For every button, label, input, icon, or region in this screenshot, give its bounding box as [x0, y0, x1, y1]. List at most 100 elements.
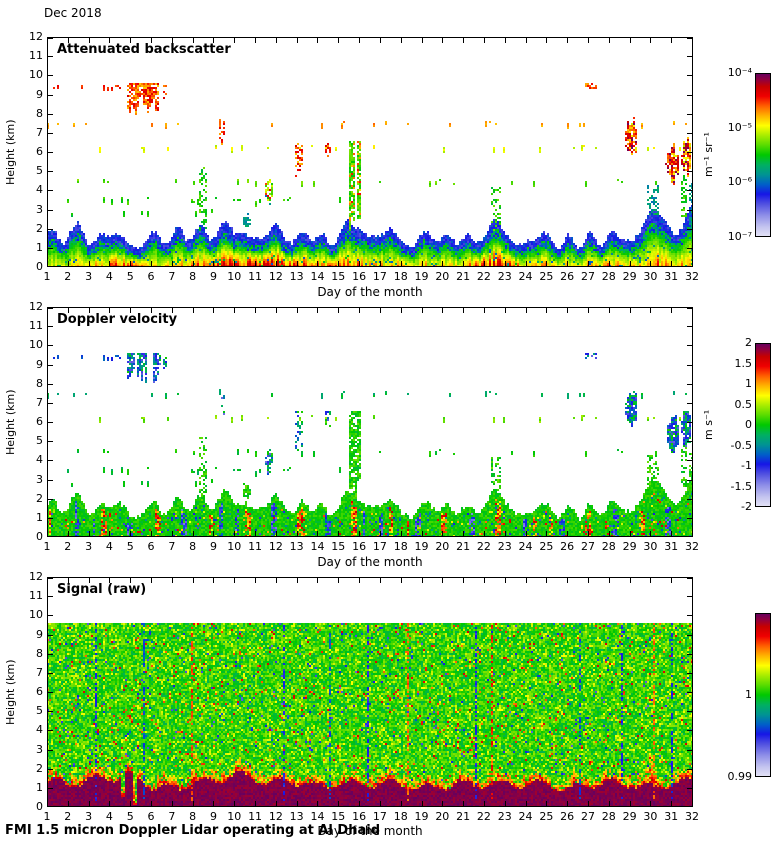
- y-tick-label: 5: [36, 164, 43, 178]
- y-tick-label: 10: [29, 608, 43, 622]
- y-tick-label: 0: [36, 260, 43, 273]
- velocity-heatmap: [47, 307, 693, 537]
- y-tick-label: 12: [29, 300, 43, 313]
- x-tick-label: 27: [580, 540, 595, 553]
- y-tick-label: 11: [29, 49, 43, 63]
- x-tick-label: 18: [393, 270, 408, 283]
- y-tick-label: 0: [36, 800, 43, 813]
- x-tick-label: 21: [456, 540, 471, 553]
- x-tick-label: 29: [622, 540, 637, 553]
- x-tick-label: 22: [476, 540, 491, 553]
- panel-title-backscatter: Attenuated backscatter: [57, 42, 231, 57]
- x-tick-label: 25: [539, 810, 554, 823]
- colorbar-tick-label: 0.99: [727, 770, 753, 783]
- x-tick-label: 9: [209, 270, 217, 283]
- x-tick-label: 25: [539, 540, 554, 553]
- x-tick-label: 7: [168, 270, 176, 283]
- figure-footer: FMI 1.5 micron Doppler Lidar operating a…: [5, 823, 380, 838]
- y-tick-label: 3: [36, 742, 43, 756]
- x-tick-label: 18: [393, 810, 408, 823]
- x-tick-label: 26: [560, 810, 575, 823]
- y-tick-label: 5: [36, 434, 43, 448]
- x-tick-label: 5: [126, 270, 134, 283]
- y-tick-label: 12: [29, 570, 43, 583]
- x-tick-label: 32: [685, 270, 699, 283]
- y-tick-label: 7: [36, 395, 43, 409]
- x-tick-label: 23: [497, 540, 512, 553]
- y-tick-label: 3: [36, 202, 43, 216]
- y-tick-label: 2: [36, 221, 43, 235]
- y-tick-label: 3: [36, 472, 43, 486]
- colorbar-tick-label: 1.5: [734, 356, 753, 370]
- x-tick-label: 28: [601, 540, 616, 553]
- x-tick-label: 31: [664, 540, 679, 553]
- x-tick-label: 6: [147, 270, 155, 283]
- x-tick-label: 5: [126, 810, 134, 823]
- y-tick-label: 4: [36, 453, 43, 467]
- x-tick-label: 26: [560, 540, 575, 553]
- x-tick-label: 4: [105, 270, 113, 283]
- x-tick-label: 12: [268, 540, 283, 553]
- x-tick-label: 10: [227, 810, 242, 823]
- x-tick-label: 15: [331, 810, 346, 823]
- colorbar-tick-label: 10⁻⁴: [727, 66, 752, 79]
- x-tick-label: 13: [289, 540, 304, 553]
- colorbar-tick-label: 10⁻⁶: [727, 175, 752, 189]
- x-tick-label: 32: [685, 810, 699, 823]
- x-tick-label: 29: [622, 810, 637, 823]
- x-tick-label: 20: [435, 810, 450, 823]
- x-tick-label: 7: [168, 810, 176, 823]
- x-tick-label: 18: [393, 540, 408, 553]
- x-tick-label: 30: [643, 810, 658, 823]
- y-tick-label: 6: [36, 145, 43, 158]
- backscatter-heatmap: [47, 37, 693, 267]
- x-tick-label: 1: [43, 270, 51, 283]
- x-tick-label: 16: [352, 270, 367, 283]
- y-tick-label: 8: [36, 376, 43, 390]
- x-tick-label: 8: [189, 810, 197, 823]
- colorbar-tick-label: 1: [745, 377, 752, 390]
- x-tick-label: 17: [372, 540, 387, 553]
- y-tick-label: 7: [36, 125, 43, 139]
- y-tick-label: 8: [36, 646, 43, 660]
- y-tick-label: 10: [29, 338, 43, 352]
- x-tick-label: 3: [85, 270, 93, 283]
- panel-title-signal: Signal (raw): [57, 582, 147, 597]
- x-tick-label: 14: [310, 270, 325, 283]
- x-tick-label: 31: [664, 270, 679, 283]
- x-tick-label: 13: [289, 270, 304, 283]
- x-tick-label: 14: [310, 540, 325, 553]
- y-tick-label: 11: [29, 589, 43, 603]
- x-tick-label: 23: [497, 270, 512, 283]
- y-tick-label: 8: [36, 106, 43, 120]
- x-tick-label: 24: [518, 810, 533, 823]
- x-tick-label: 32: [685, 540, 699, 553]
- y-tick-label: 10: [29, 68, 43, 82]
- x-tick-label: 26: [560, 270, 575, 283]
- x-axis-label-velocity: Day of the month: [317, 555, 423, 569]
- figure-title: Dec 2018: [44, 6, 102, 20]
- x-tick-label: 10: [227, 540, 242, 553]
- x-tick-label: 19: [414, 540, 429, 553]
- x-tick-label: 20: [435, 270, 450, 283]
- x-tick-label: 8: [189, 540, 197, 553]
- x-tick-label: 3: [85, 540, 93, 553]
- y-tick-label: 4: [36, 183, 43, 197]
- x-tick-label: 19: [414, 270, 429, 283]
- x-tick-label: 11: [248, 540, 263, 553]
- x-tick-label: 13: [289, 810, 304, 823]
- signal-heatmap: [47, 577, 693, 807]
- x-tick-label: 31: [664, 810, 679, 823]
- x-tick-label: 11: [248, 810, 263, 823]
- x-tick-label: 7: [168, 540, 176, 553]
- y-tick-label: 2: [36, 761, 43, 775]
- x-tick-label: 30: [643, 270, 658, 283]
- colorbar-tick-label: 1: [745, 688, 752, 701]
- x-tick-label: 24: [518, 270, 533, 283]
- x-tick-label: 27: [580, 810, 595, 823]
- colorbar-tick-label: 0: [745, 418, 752, 431]
- x-tick-label: 21: [456, 270, 471, 283]
- x-tick-label: 25: [539, 270, 554, 283]
- y-tick-label: 12: [29, 30, 43, 43]
- x-tick-label: 22: [476, 810, 491, 823]
